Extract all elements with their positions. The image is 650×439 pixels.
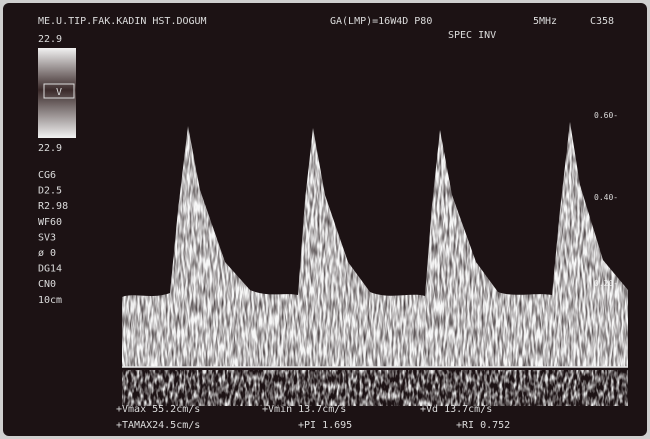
setting: CN0 [38, 279, 56, 290]
measurement: +Vd 13.7cm/s [420, 404, 492, 415]
frequency: 5MHz [533, 16, 557, 27]
measurement: +Vmin 13.7cm/s [262, 404, 346, 415]
setting: ø 0 [38, 248, 56, 259]
gray-bar-bottom: 22.9 [38, 143, 62, 154]
scale-label: 0.60- [594, 111, 618, 120]
setting: WF60 [38, 217, 62, 228]
mode: SPEC INV [448, 30, 496, 41]
ultrasound-screen: ME.U.TIP.FAK.KADIN HST.DOGUM GA(LMP)=16W… [0, 0, 650, 439]
institution: ME.U.TIP.FAK.KADIN HST.DOGUM [38, 16, 207, 27]
measurement: +PI 1.695 [298, 420, 352, 431]
setting: SV3 [38, 232, 56, 243]
gray-bar-top: 22.9 [38, 34, 62, 45]
setting: 10cm [38, 295, 62, 306]
setting: R2.98 [38, 201, 68, 212]
setting: DG14 [38, 264, 62, 275]
measurement: +TAMAX24.5cm/s [116, 420, 200, 431]
setting: D2.5 [38, 186, 62, 197]
measurement: +Vmax 55.2cm/s [116, 404, 200, 415]
probe-code: C358 [590, 16, 614, 27]
reverse-flow-noise [122, 370, 628, 406]
scale-label: 0.40- [594, 193, 618, 202]
measurement: +RI 0.752 [456, 420, 510, 431]
gestational-age: GA(LMP)=16W4D P80 [330, 16, 432, 27]
setting: CG6 [38, 170, 56, 181]
gray-bar-marker: V [56, 87, 62, 98]
